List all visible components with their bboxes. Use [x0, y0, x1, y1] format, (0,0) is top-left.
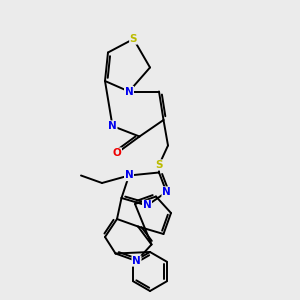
Text: O: O — [112, 148, 122, 158]
Text: N: N — [108, 121, 117, 131]
Text: S: S — [130, 34, 137, 44]
Text: N: N — [124, 170, 134, 181]
Text: N: N — [124, 86, 134, 97]
Text: N: N — [132, 256, 141, 266]
Text: N: N — [162, 187, 171, 197]
Text: S: S — [155, 160, 163, 170]
Text: N: N — [142, 200, 152, 211]
